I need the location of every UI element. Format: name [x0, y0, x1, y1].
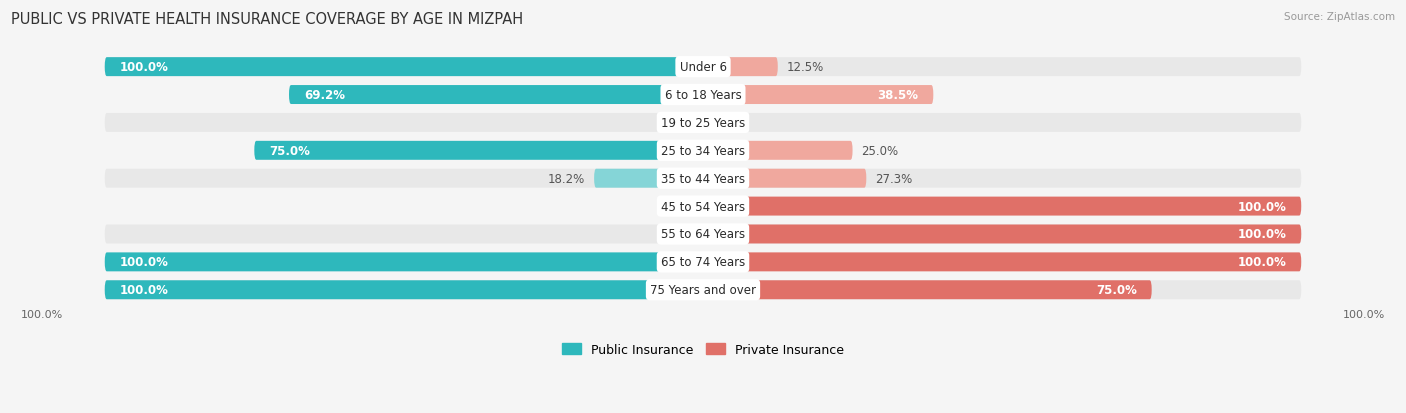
Text: 75.0%: 75.0% [1095, 284, 1136, 297]
Text: 45 to 54 Years: 45 to 54 Years [661, 200, 745, 213]
FancyBboxPatch shape [290, 86, 703, 105]
FancyBboxPatch shape [104, 142, 1302, 160]
Text: Source: ZipAtlas.com: Source: ZipAtlas.com [1284, 12, 1395, 22]
FancyBboxPatch shape [595, 169, 703, 188]
Text: 69.2%: 69.2% [304, 89, 344, 102]
Text: 100.0%: 100.0% [1343, 309, 1385, 319]
FancyBboxPatch shape [104, 58, 703, 77]
Text: 100.0%: 100.0% [120, 284, 169, 297]
FancyBboxPatch shape [104, 169, 1302, 188]
Text: PUBLIC VS PRIVATE HEALTH INSURANCE COVERAGE BY AGE IN MIZPAH: PUBLIC VS PRIVATE HEALTH INSURANCE COVER… [11, 12, 523, 27]
Text: 18.2%: 18.2% [548, 172, 585, 185]
Text: 38.5%: 38.5% [877, 89, 918, 102]
Text: 0.0%: 0.0% [711, 116, 741, 130]
Text: 100.0%: 100.0% [1237, 200, 1286, 213]
Text: 0.0%: 0.0% [665, 116, 695, 130]
Text: 12.5%: 12.5% [787, 61, 824, 74]
Text: 55 to 64 Years: 55 to 64 Years [661, 228, 745, 241]
FancyBboxPatch shape [104, 58, 1302, 77]
Text: Under 6: Under 6 [679, 61, 727, 74]
FancyBboxPatch shape [703, 197, 1302, 216]
FancyBboxPatch shape [254, 142, 703, 160]
Text: 65 to 74 Years: 65 to 74 Years [661, 256, 745, 269]
Text: 100.0%: 100.0% [1237, 256, 1286, 269]
FancyBboxPatch shape [104, 86, 1302, 105]
FancyBboxPatch shape [703, 225, 1302, 244]
FancyBboxPatch shape [703, 86, 934, 105]
Text: 35 to 44 Years: 35 to 44 Years [661, 172, 745, 185]
FancyBboxPatch shape [703, 253, 1302, 272]
FancyBboxPatch shape [104, 253, 1302, 272]
Text: 0.0%: 0.0% [665, 228, 695, 241]
FancyBboxPatch shape [703, 142, 852, 160]
Text: 75.0%: 75.0% [270, 145, 311, 157]
FancyBboxPatch shape [703, 58, 778, 77]
Text: 27.3%: 27.3% [876, 172, 912, 185]
Text: 100.0%: 100.0% [1237, 228, 1286, 241]
Text: 25 to 34 Years: 25 to 34 Years [661, 145, 745, 157]
FancyBboxPatch shape [104, 197, 1302, 216]
Text: 19 to 25 Years: 19 to 25 Years [661, 116, 745, 130]
FancyBboxPatch shape [104, 225, 1302, 244]
FancyBboxPatch shape [703, 169, 866, 188]
Text: 0.0%: 0.0% [665, 200, 695, 213]
FancyBboxPatch shape [104, 280, 703, 299]
Text: 100.0%: 100.0% [120, 61, 169, 74]
Legend: Public Insurance, Private Insurance: Public Insurance, Private Insurance [557, 338, 849, 361]
Text: 100.0%: 100.0% [120, 256, 169, 269]
FancyBboxPatch shape [703, 280, 1152, 299]
FancyBboxPatch shape [104, 114, 1302, 133]
FancyBboxPatch shape [104, 253, 703, 272]
Text: 75 Years and over: 75 Years and over [650, 284, 756, 297]
Text: 25.0%: 25.0% [862, 145, 898, 157]
Text: 100.0%: 100.0% [21, 309, 63, 319]
Text: 6 to 18 Years: 6 to 18 Years [665, 89, 741, 102]
FancyBboxPatch shape [104, 280, 1302, 299]
